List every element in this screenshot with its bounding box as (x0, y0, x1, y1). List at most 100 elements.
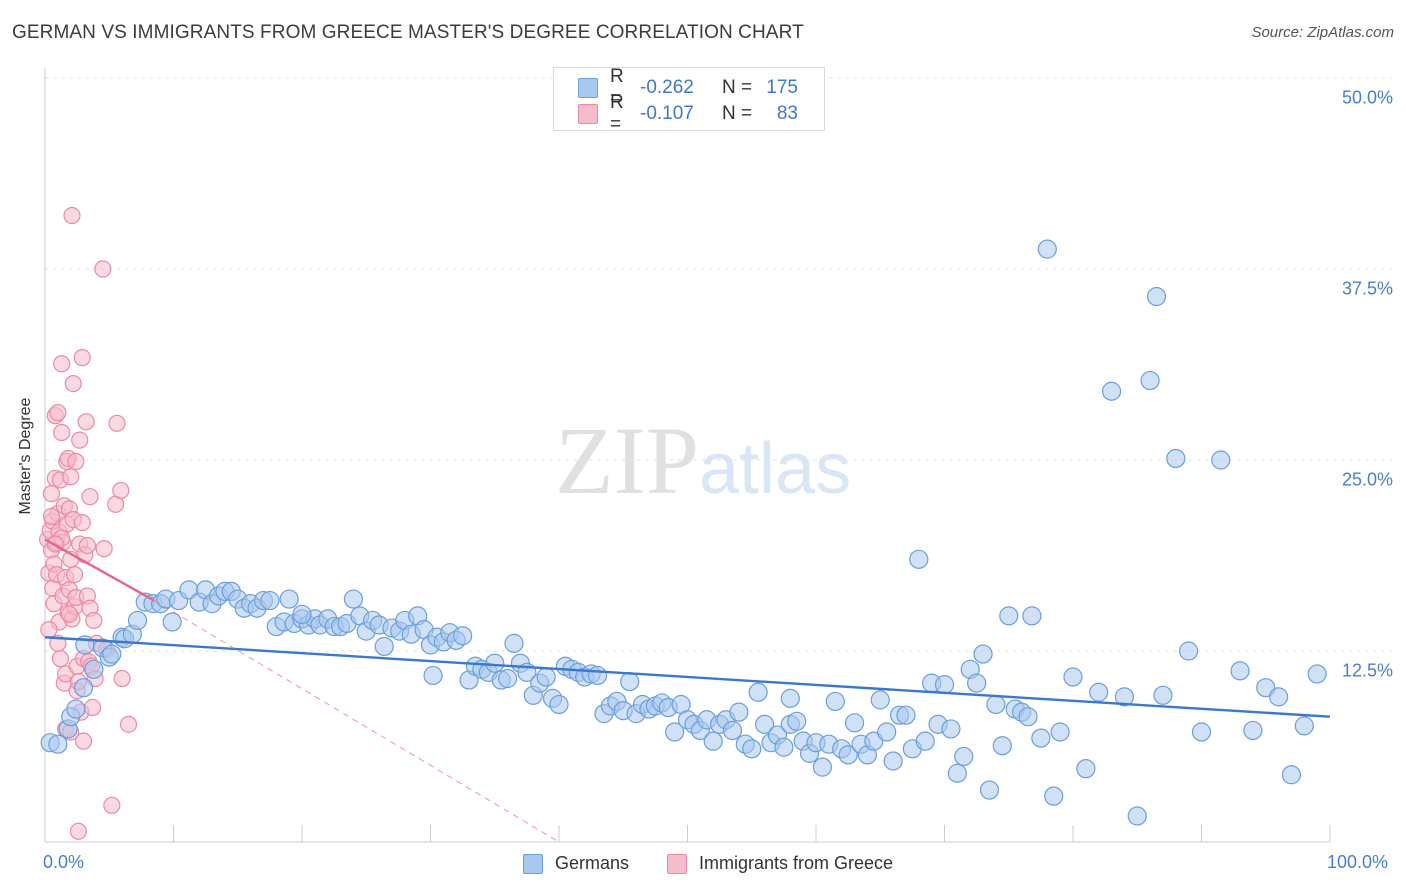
greece-point (71, 431, 89, 449)
germans-point (48, 734, 68, 754)
greece-point (94, 260, 112, 278)
greece-point (65, 565, 84, 584)
source-credit: Source: ZipAtlas.com (1251, 24, 1394, 41)
legend-row-germans: R = -0.262 N = 175 (578, 66, 798, 109)
greece-point (83, 698, 102, 717)
chart-title: GERMAN VS IMMIGRANTS FROM GREECE MASTER'… (12, 22, 804, 43)
germans-point (973, 644, 993, 664)
greece-point (73, 349, 91, 367)
germans-point (1127, 806, 1147, 826)
germans-point (1243, 720, 1263, 741)
greece-point (73, 514, 91, 532)
germans-point (549, 694, 569, 715)
germans-point (260, 590, 280, 611)
germans-point (279, 589, 299, 609)
germans-point (1211, 450, 1231, 470)
legend-label-germans: Germans (555, 853, 630, 873)
germans-point (127, 610, 148, 631)
germans-trend-line (44, 636, 1331, 718)
germans-point (66, 699, 86, 719)
greece-point (103, 796, 121, 814)
trend-lines (44, 538, 1331, 843)
germans-point (498, 668, 518, 689)
germans-points (40, 239, 1327, 826)
germans-point (1037, 239, 1057, 259)
germans-point (947, 763, 967, 783)
legend-item-greece[interactable]: Immigrants from Greece (667, 853, 893, 874)
germans-point (1031, 728, 1051, 748)
y-tick-label: 25.0% (1341, 469, 1393, 490)
legend-row-greece: R = -0.107 N = 83 (578, 92, 798, 135)
y-tick-label: 12.5% (1341, 660, 1393, 681)
gridlines (45, 77, 1392, 652)
greece-trend-line (44, 538, 155, 602)
germans-point (742, 739, 762, 759)
y-axis-label: Master's Degree (17, 397, 34, 515)
axes (44, 68, 1331, 843)
germans-point (1050, 722, 1070, 742)
x-tick-label-min: 0.0% (43, 852, 85, 872)
germans-point (877, 722, 897, 742)
germans-swatch (523, 853, 543, 874)
germans-point (504, 633, 524, 653)
germans-point (1044, 786, 1064, 806)
r-value: -0.107 (640, 103, 694, 124)
greece-point (78, 536, 97, 555)
watermark: ZIPatlas (555, 405, 851, 516)
germans-point (844, 713, 865, 733)
germans-point (1166, 448, 1186, 469)
germans-point (787, 711, 807, 731)
germans-point (825, 691, 845, 712)
germans-point (1281, 765, 1302, 785)
germans-point (780, 688, 800, 708)
germans-point (1022, 606, 1042, 626)
germans-point (73, 678, 94, 698)
watermark-zip: ZIP (555, 407, 699, 514)
germans-point (1191, 722, 1212, 742)
greece-swatch (667, 853, 687, 874)
germans-point (986, 694, 1006, 715)
greece-point (119, 715, 138, 733)
germans-point (934, 675, 955, 695)
greece-point (49, 404, 67, 422)
germans-point (954, 746, 974, 767)
legend-item-germans[interactable]: Germans (523, 853, 629, 874)
germans-point (1268, 687, 1289, 707)
germans-point (812, 757, 833, 777)
r-label: R = (610, 66, 624, 109)
germans-point (485, 653, 505, 673)
germans-point (536, 667, 556, 687)
greece-point (42, 485, 61, 503)
germans-point (374, 636, 394, 657)
greece-point (40, 621, 58, 639)
germans-point (896, 705, 916, 725)
germans-point (1230, 661, 1250, 681)
germans-point (1140, 370, 1160, 391)
greece-point (42, 507, 61, 526)
watermark-atlas: atlas (699, 429, 852, 509)
greece-point (63, 206, 81, 225)
germans-point (979, 780, 1000, 800)
greece-point (85, 611, 103, 630)
greece-point (60, 605, 79, 623)
greece-point (77, 413, 95, 431)
greece-point (95, 540, 113, 558)
germans-point (941, 719, 961, 739)
n-value: 175 (766, 77, 798, 98)
germans-point (999, 606, 1019, 626)
germans-point (1294, 716, 1314, 736)
n-value: 83 (776, 103, 798, 124)
legend-label-greece: Immigrants from Greece (699, 853, 894, 873)
greece-point (67, 452, 85, 471)
germans-point (423, 665, 443, 686)
germans-point (909, 549, 929, 569)
germans-point (620, 671, 640, 692)
germans-point (587, 665, 608, 686)
germans-point (774, 737, 794, 757)
germans-point (665, 722, 685, 742)
greece-point (108, 414, 126, 432)
germans-point (748, 682, 768, 702)
germans-point (967, 673, 987, 693)
germans-point (992, 736, 1012, 756)
